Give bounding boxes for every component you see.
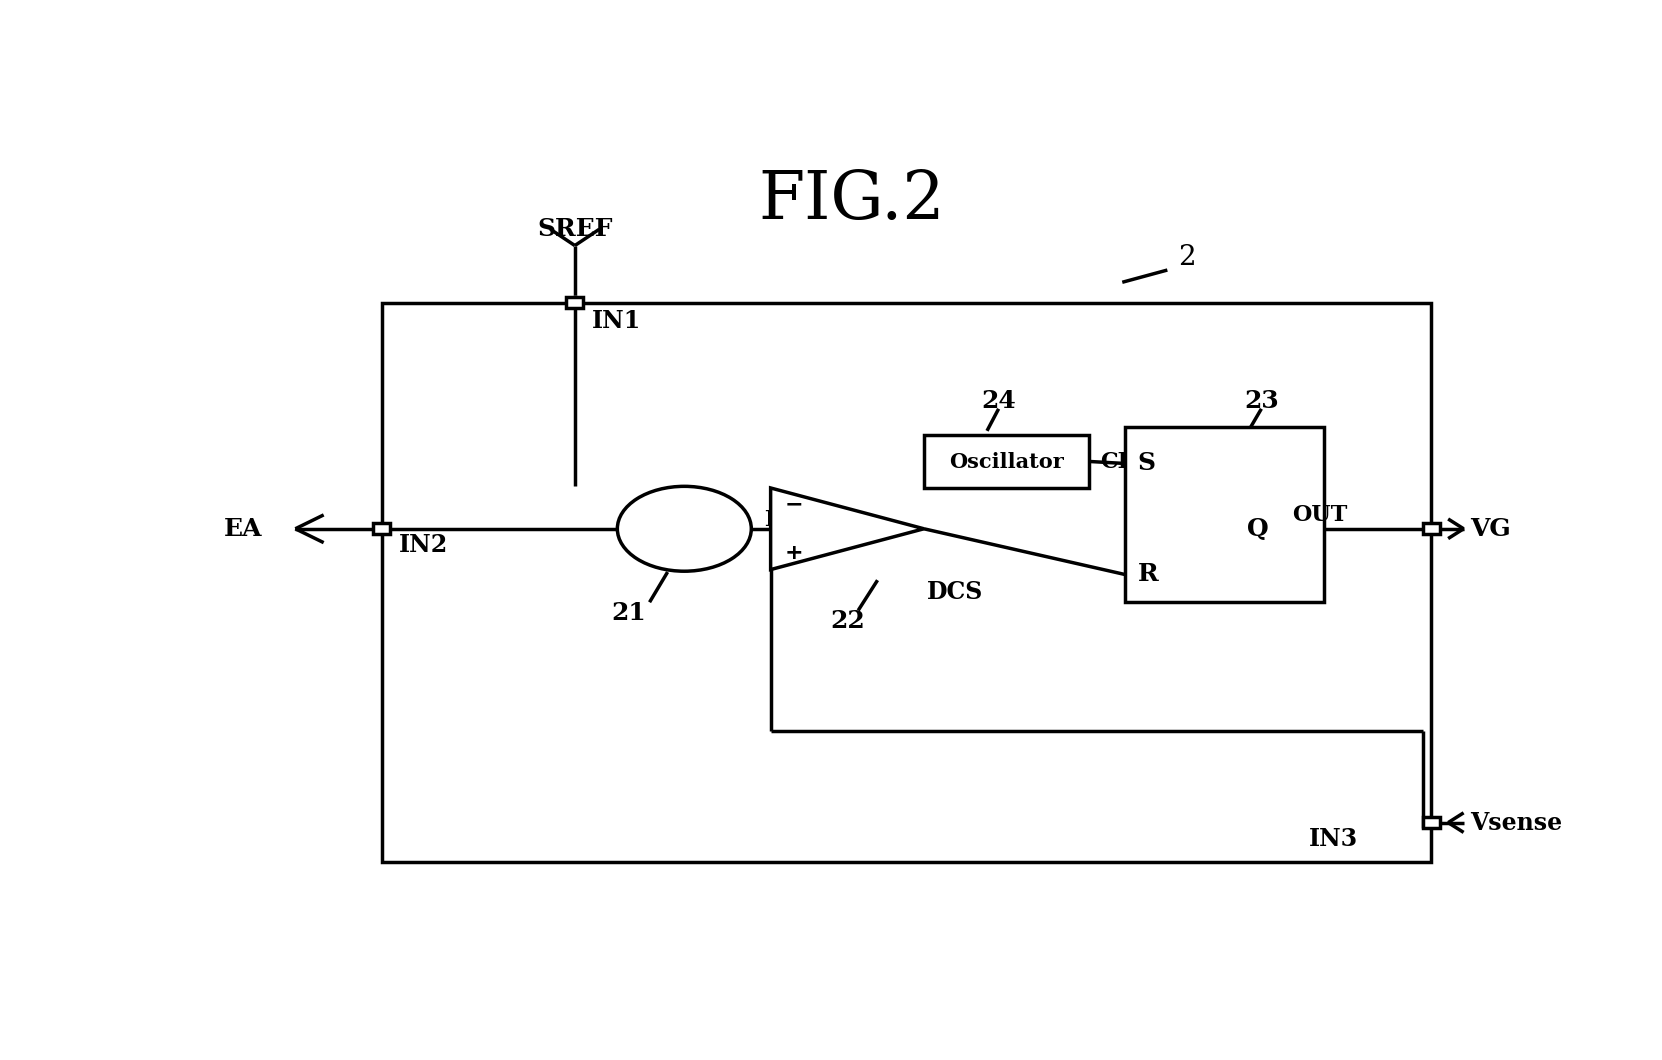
Bar [924, 435, 1089, 488]
Text: SREF: SREF [537, 217, 613, 242]
Text: MREF: MREF [765, 509, 839, 531]
Text: FIG.2: FIG.2 [758, 169, 946, 233]
Text: IN1: IN1 [592, 308, 642, 333]
Polygon shape [771, 488, 924, 569]
Text: CLK: CLK [1100, 450, 1153, 473]
Text: 24: 24 [981, 389, 1015, 412]
Text: 21: 21 [612, 601, 647, 624]
Text: −: − [784, 494, 803, 514]
Text: Vsense: Vsense [1471, 811, 1562, 834]
Text: +: + [784, 544, 803, 563]
Circle shape [617, 487, 751, 571]
Bar [382, 303, 1431, 862]
Text: 23: 23 [1243, 389, 1278, 412]
Text: 2: 2 [1178, 244, 1195, 271]
Bar [1423, 817, 1439, 828]
Text: VG: VG [1471, 517, 1511, 541]
Text: EA: EA [223, 517, 263, 541]
Text: Oscillator: Oscillator [949, 452, 1064, 472]
Bar [567, 298, 583, 308]
Text: IN3: IN3 [1310, 827, 1358, 851]
Bar [374, 524, 391, 534]
Text: OUT: OUT [1293, 504, 1348, 526]
Text: R: R [1138, 563, 1158, 586]
Text: S: S [1138, 452, 1155, 476]
Text: IN2: IN2 [399, 533, 447, 558]
Text: DCS: DCS [927, 581, 982, 604]
Text: 22: 22 [831, 610, 866, 633]
Bar [1423, 524, 1439, 534]
Text: Q: Q [1246, 517, 1268, 541]
Bar [1125, 427, 1325, 602]
